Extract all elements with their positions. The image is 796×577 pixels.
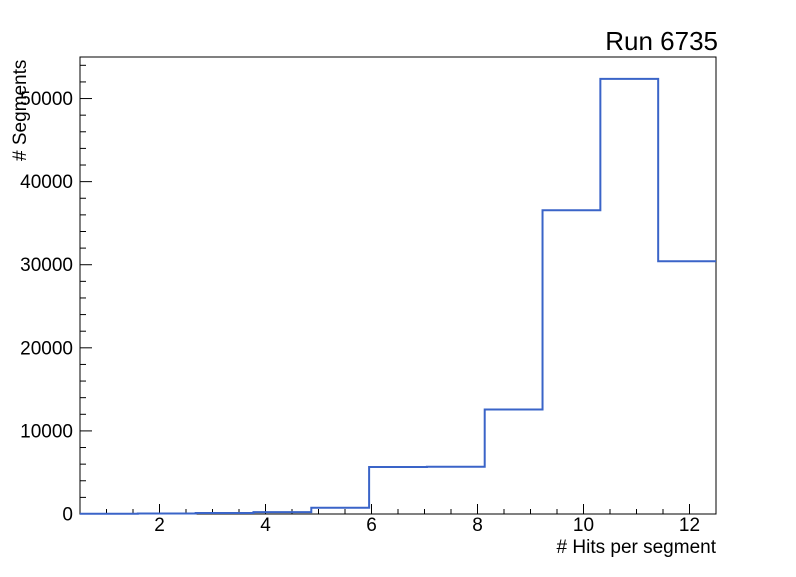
y-tick-label: 20000 xyxy=(20,338,73,359)
x-axis-title: # Hits per segment xyxy=(557,537,717,558)
y-tick-label: 30000 xyxy=(20,255,73,276)
y-tick-label: 40000 xyxy=(20,172,73,193)
y-axis-ticks xyxy=(80,64,92,498)
y-tick-label: 0 xyxy=(62,505,73,526)
x-tick-label: 2 xyxy=(154,515,165,536)
chart-title: Run 6735 xyxy=(605,26,718,56)
x-axis-ticks xyxy=(106,504,690,514)
plot-frame xyxy=(79,56,717,515)
histogram-line xyxy=(80,77,716,515)
y-tick-label: 50000 xyxy=(20,89,73,110)
x-tick-label: 8 xyxy=(472,515,483,536)
y-axis-tick-labels: 0 10000 20000 30000 40000 50000 xyxy=(20,89,73,525)
y-axis-title: # Segments xyxy=(10,60,31,161)
histogram-series xyxy=(80,77,716,515)
y-tick-label: 10000 xyxy=(20,421,73,442)
x-tick-label: 4 xyxy=(260,515,271,536)
x-tick-label: 12 xyxy=(679,515,700,536)
x-tick-label: 10 xyxy=(573,515,594,536)
x-axis-tick-labels: 2 4 6 8 10 12 xyxy=(154,515,700,536)
x-tick-label: 6 xyxy=(366,515,377,536)
